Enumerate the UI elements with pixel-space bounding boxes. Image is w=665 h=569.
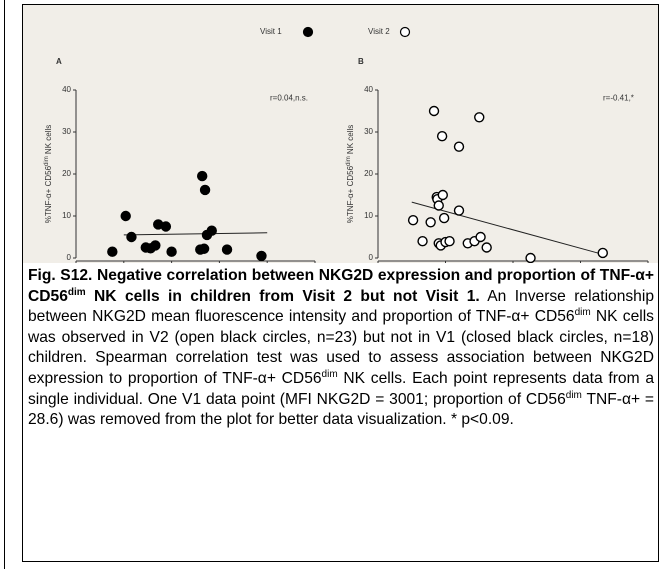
y-tick-label: 0 bbox=[369, 253, 374, 262]
point bbox=[428, 105, 440, 117]
point bbox=[126, 231, 137, 243]
point bbox=[407, 214, 419, 226]
legend-marker bbox=[399, 26, 411, 38]
caption-text: TNF-α+ = 28.6) was removed from the plot… bbox=[28, 390, 655, 429]
y-label-part: dim bbox=[44, 156, 50, 166]
figure-frame bbox=[22, 4, 659, 562]
superscript: dim bbox=[565, 389, 582, 401]
point bbox=[221, 244, 233, 255]
point bbox=[199, 184, 211, 196]
legend-label: Visit 2 bbox=[368, 27, 390, 36]
point bbox=[437, 189, 448, 201]
y-label-part: %TNF-α+ CD56 bbox=[44, 165, 53, 223]
point bbox=[198, 243, 210, 254]
point bbox=[196, 170, 208, 182]
superscript: dim bbox=[574, 307, 591, 318]
y-axis-label: %TNF-α+ CD56dim NK cells bbox=[44, 125, 54, 224]
point bbox=[453, 205, 465, 216]
y-tick-label: 0 bbox=[67, 253, 72, 262]
y-axis-label: %TNF-α+ CD56dim NK cells bbox=[346, 125, 356, 224]
point bbox=[481, 242, 492, 253]
y-tick-label: 40 bbox=[364, 85, 373, 94]
point bbox=[525, 252, 536, 263]
y-label-part: dim bbox=[346, 156, 352, 166]
point bbox=[425, 217, 436, 228]
margin-line bbox=[4, 0, 5, 569]
point bbox=[256, 250, 267, 262]
point bbox=[150, 240, 161, 251]
y-tick-label: 20 bbox=[62, 169, 71, 178]
y-tick-label: 10 bbox=[62, 211, 71, 220]
point bbox=[166, 246, 177, 257]
point bbox=[438, 212, 450, 224]
point bbox=[436, 130, 448, 142]
legend-marker bbox=[302, 26, 314, 38]
legend-label: Visit 1 bbox=[260, 27, 282, 36]
panel-label: B bbox=[358, 57, 364, 66]
panel-label: A bbox=[56, 57, 62, 66]
point bbox=[453, 141, 465, 152]
superscript: dim bbox=[67, 286, 86, 298]
point bbox=[474, 112, 485, 123]
y-tick-label: 40 bbox=[62, 85, 71, 94]
point bbox=[206, 225, 217, 236]
trend-line bbox=[411, 201, 601, 255]
caption-text: An Inverse relationship between NKG2D me… bbox=[28, 287, 654, 326]
caption: Fig. S12. Negative correlation between N… bbox=[28, 266, 654, 431]
caption-text: NK cells. Each point represents data fro… bbox=[28, 369, 655, 408]
y-label-part: NK cells bbox=[346, 125, 355, 157]
point bbox=[417, 235, 428, 247]
y-tick-label: 30 bbox=[62, 127, 71, 136]
point bbox=[120, 210, 131, 222]
annotation: r=0.04,n.s. bbox=[270, 94, 308, 103]
superscript: dim bbox=[321, 368, 338, 380]
point bbox=[597, 247, 608, 259]
point bbox=[433, 200, 444, 211]
trend-line bbox=[123, 232, 268, 236]
annotation: r=-0.41,* bbox=[603, 94, 634, 103]
y-label-part: %TNF-α+ CD56 bbox=[346, 165, 355, 223]
figure-background bbox=[23, 5, 658, 263]
caption-text: NK cells was observed in V2 (open black … bbox=[28, 308, 654, 387]
caption-text: NK cells in children from Visit 2 but no… bbox=[85, 287, 480, 305]
caption-text: Fig. S12. Negative correlation between N… bbox=[28, 267, 654, 305]
point bbox=[444, 235, 455, 247]
y-tick-label: 10 bbox=[364, 211, 373, 220]
y-tick-label: 30 bbox=[364, 127, 373, 136]
point bbox=[107, 246, 118, 257]
y-tick-label: 20 bbox=[364, 169, 373, 178]
y-label-part: NK cells bbox=[44, 125, 53, 157]
point bbox=[475, 231, 486, 243]
point bbox=[160, 221, 172, 232]
figure: Ar=0.04,n.s.0102030400500100015002000250… bbox=[23, 5, 658, 263]
